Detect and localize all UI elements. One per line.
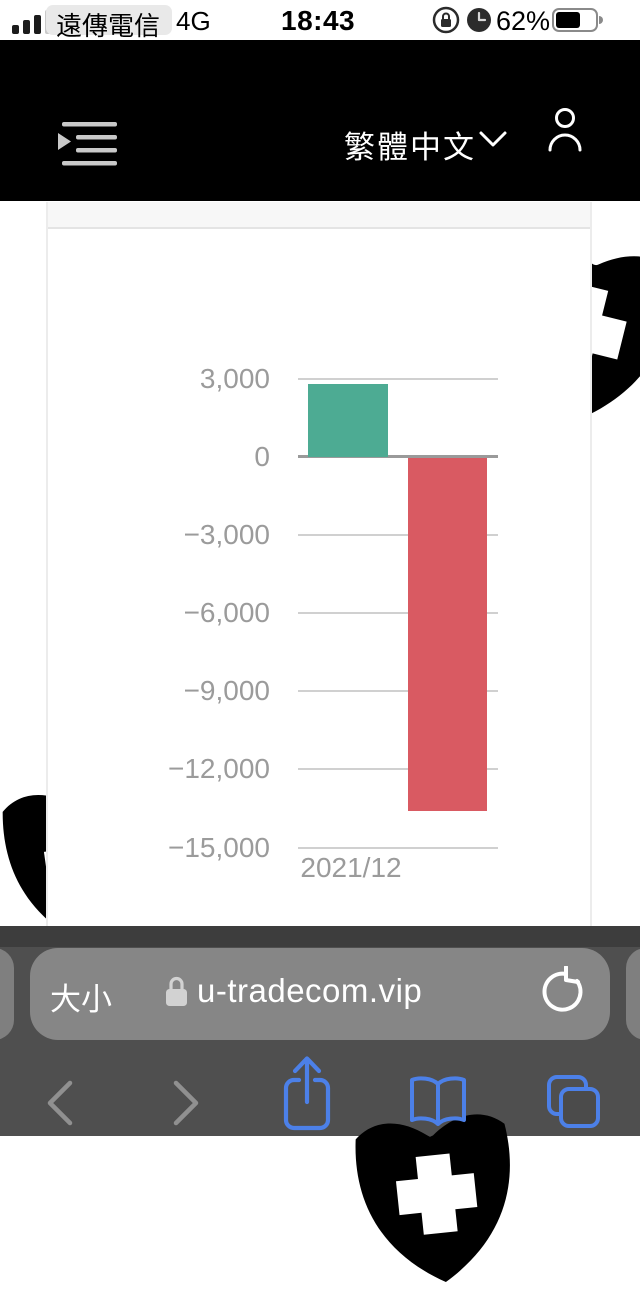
tabs-icon[interactable] <box>544 1072 602 1130</box>
overlay-top-strip <box>0 926 640 947</box>
text-size-button[interactable]: 大小 <box>50 982 112 1017</box>
adjacent-tab-fragment[interactable] <box>626 948 640 1040</box>
card-toolbar-strip <box>48 202 590 229</box>
lock-icon <box>166 976 187 1006</box>
battery-icon <box>552 8 603 32</box>
address-bar[interactable] <box>30 948 610 1040</box>
carrier-label: 遠傳電信 <box>56 11 161 41</box>
app-header: 繁體中文 <box>0 40 640 201</box>
status-bar: 遠傳電信 4G 18:43 62% <box>0 0 640 41</box>
network-label: 4G <box>176 6 211 36</box>
bar-positive-value[interactable] <box>308 384 388 457</box>
reload-icon[interactable] <box>534 966 584 1020</box>
bookmarks-icon[interactable] <box>406 1074 470 1130</box>
menu-unfold-icon[interactable] <box>56 116 120 170</box>
safari-bottom-chrome: 大小 u-tradecom.vip <box>0 926 640 1136</box>
clock-icon <box>467 8 491 32</box>
status-time: 18:43 <box>281 5 356 36</box>
bar-negative-value[interactable] <box>408 458 487 811</box>
share-icon[interactable] <box>280 1054 334 1132</box>
adjacent-tab-fragment[interactable] <box>0 948 14 1040</box>
battery-percent-label: 62% <box>496 6 551 36</box>
carrier-highlight <box>46 5 172 35</box>
forward-icon[interactable] <box>168 1078 206 1128</box>
rotation-lock-icon <box>432 6 460 34</box>
language-selector-label[interactable]: 繁體中文 <box>344 130 476 165</box>
back-icon[interactable] <box>40 1078 78 1128</box>
person-icon[interactable] <box>546 106 584 152</box>
chevron-down-icon[interactable] <box>478 130 508 150</box>
iphone-safari-screen: { "status_bar": { "carrier": "遠傳電信", "ne… <box>0 0 640 1136</box>
url-text[interactable]: u-tradecom.vip <box>197 972 423 1009</box>
